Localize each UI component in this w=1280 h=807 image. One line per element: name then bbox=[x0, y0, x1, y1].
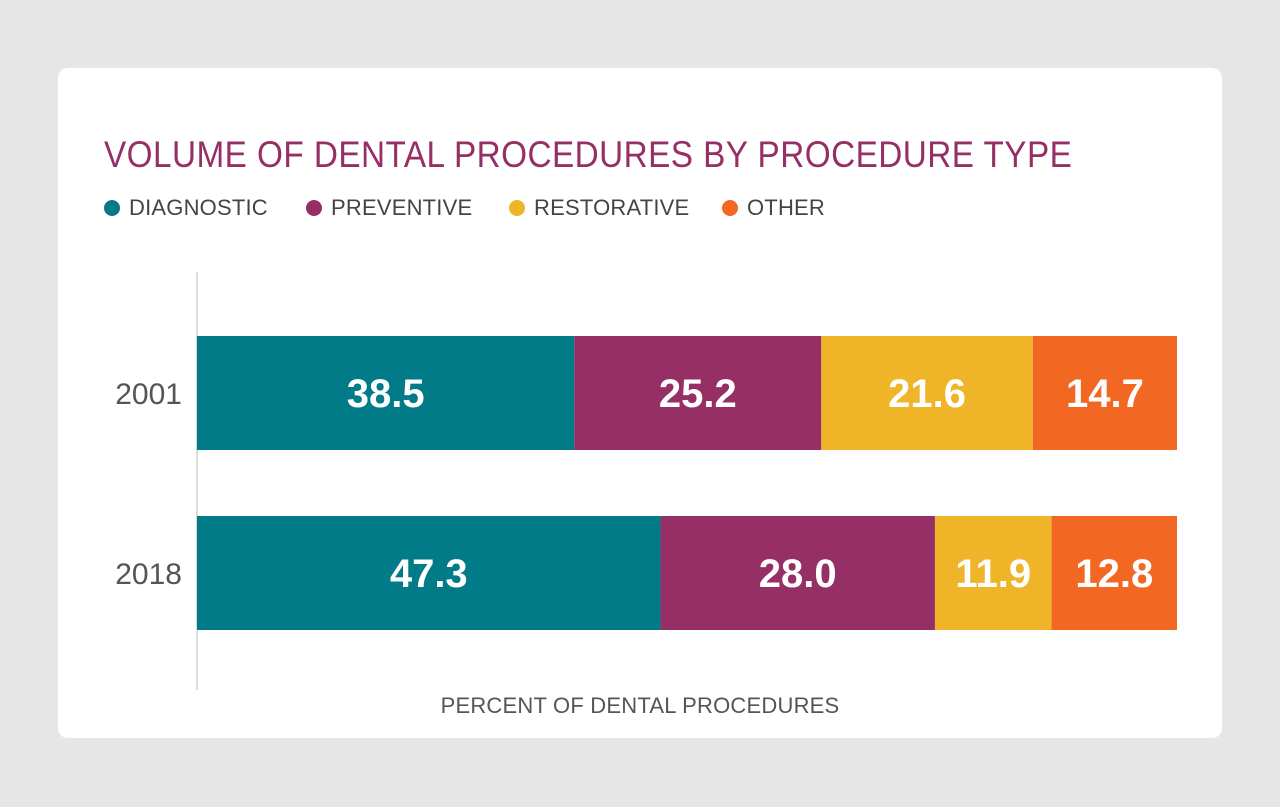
bar-segment-other-2001 bbox=[1032, 336, 1177, 450]
data-label-restorative-2001: 21.6 bbox=[888, 372, 966, 416]
data-label-restorative-2018: 11.9 bbox=[955, 552, 1031, 596]
bar-segment-restorative-2018 bbox=[934, 516, 1052, 630]
legend-label: PREVENTIVE bbox=[331, 195, 473, 220]
bar-segment-other-2018 bbox=[1051, 516, 1177, 630]
legend-label: DIAGNOSTIC bbox=[129, 195, 268, 220]
bar-segment-preventive-2018 bbox=[660, 516, 935, 630]
bar-segment-preventive-2001 bbox=[574, 336, 822, 450]
legend-item-other: OTHER bbox=[722, 195, 825, 221]
y-tick-label-2018: 2018 bbox=[115, 558, 182, 591]
bar-segment-diagnostic-2018 bbox=[197, 516, 661, 630]
legend-item-restorative: RESTORATIVE bbox=[509, 195, 689, 221]
legend-item-diagnostic: DIAGNOSTIC bbox=[104, 195, 268, 221]
legend-marker bbox=[104, 200, 120, 216]
y-tick-label-2001: 2001 bbox=[115, 378, 182, 411]
data-label-preventive-2001: 25.2 bbox=[659, 372, 737, 416]
bar-segment-diagnostic-2001 bbox=[197, 336, 575, 450]
chart-title: VOLUME OF DENTAL PROCEDURES BY PROCEDURE… bbox=[104, 134, 1073, 175]
data-label-preventive-2018: 28.0 bbox=[759, 552, 837, 596]
legend-marker bbox=[509, 200, 525, 216]
legend-marker bbox=[306, 200, 322, 216]
data-label-other-2001: 14.7 bbox=[1066, 372, 1144, 416]
x-axis-label: PERCENT OF DENTAL PROCEDURES bbox=[440, 693, 840, 718]
legend-marker bbox=[722, 200, 738, 216]
data-label-other-2018: 12.8 bbox=[1075, 552, 1153, 596]
data-label-diagnostic-2001: 38.5 bbox=[347, 372, 425, 416]
legend-item-preventive: PREVENTIVE bbox=[306, 195, 472, 221]
legend-label: OTHER bbox=[747, 195, 825, 220]
legend-label: RESTORATIVE bbox=[534, 195, 690, 220]
data-label-diagnostic-2018: 47.3 bbox=[390, 552, 468, 596]
bar-segment-restorative-2001 bbox=[821, 336, 1033, 450]
